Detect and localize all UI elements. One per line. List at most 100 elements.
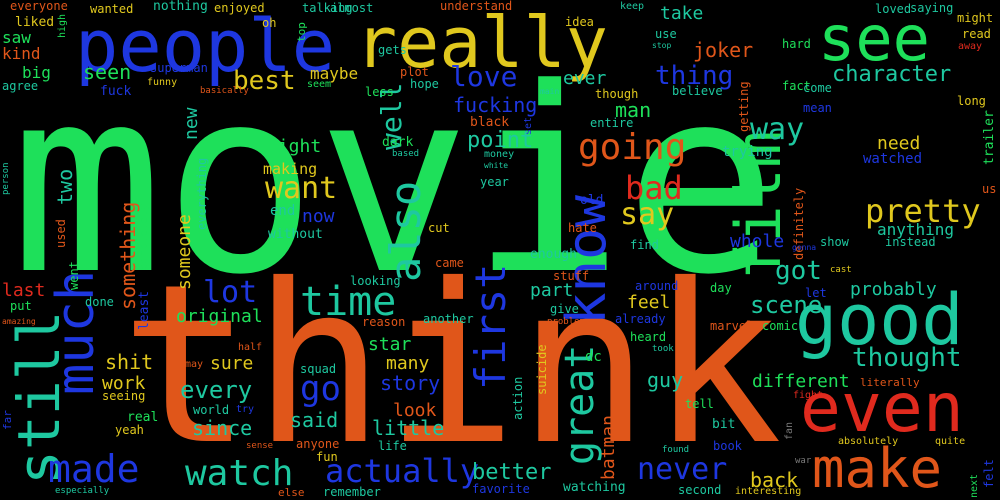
word-best: best: [233, 66, 296, 96]
word-show: show: [820, 235, 849, 249]
word-least: least: [137, 290, 152, 330]
word-hope: hope: [410, 77, 439, 91]
word-tell: tell: [685, 397, 714, 411]
word-saying: saying: [910, 1, 954, 15]
word-problem: problem: [547, 317, 585, 327]
word-next: next: [969, 473, 980, 498]
word-remember: remember: [323, 485, 381, 499]
word-came: came: [435, 256, 464, 270]
word-money: money: [484, 149, 515, 160]
word-completely: completely: [137, 203, 150, 270]
word-marvel: marvel: [710, 319, 754, 333]
word-us: us: [982, 182, 997, 196]
word-find: find: [630, 238, 659, 252]
word-nothing: nothing: [153, 0, 208, 14]
word-without: without: [268, 227, 323, 242]
word-going: going: [578, 127, 687, 168]
word-hard: hard: [782, 37, 811, 51]
word-squad: squad: [300, 362, 337, 376]
word-guy: guy: [647, 368, 684, 392]
word-yeah: yeah: [115, 423, 144, 437]
word-entire: entire: [590, 116, 634, 130]
word-love: love: [450, 60, 518, 93]
word-read: read: [962, 27, 991, 41]
word-fuck: fuck: [100, 84, 132, 99]
word-understand: understand: [440, 0, 513, 13]
word-ever: ever: [563, 68, 607, 89]
word-never: never: [637, 452, 728, 487]
word-movie: movie: [10, 34, 778, 331]
word-good: good: [795, 279, 964, 361]
word-found: found: [662, 445, 690, 455]
word-try: try: [236, 404, 255, 415]
word-seeing: seeing: [102, 389, 146, 403]
word-action: action: [511, 376, 525, 420]
word-enough: enough: [530, 247, 577, 262]
word-cast: cast: [830, 265, 852, 275]
word-bit: bit: [712, 417, 736, 432]
word-hate: hate: [568, 221, 597, 235]
word-fan: fan: [784, 421, 795, 440]
word-plot: plot: [400, 65, 429, 79]
word-take: take: [660, 3, 704, 24]
word-watching: watching: [563, 480, 626, 495]
word-suicide: suicide: [535, 344, 549, 395]
word-different: different: [752, 371, 850, 392]
word-maybe: maybe: [310, 64, 359, 83]
word-took: took: [652, 344, 674, 354]
word-absolutely: absolutely: [838, 436, 899, 447]
word-basically: basically: [200, 86, 249, 96]
word-agree: agree: [2, 79, 39, 93]
word-long: long: [957, 94, 986, 108]
word-getting: getting: [737, 81, 751, 132]
word-talking: talking: [302, 1, 353, 15]
word-time: time: [300, 279, 397, 325]
word-fun: fun: [316, 450, 338, 464]
word-scene: scene: [750, 291, 823, 319]
word-almost: almost: [330, 1, 374, 15]
word-around: around: [635, 279, 679, 293]
word-old: old: [580, 193, 604, 208]
word-year: year: [480, 175, 509, 189]
word-really: really: [355, 2, 608, 84]
word-anyone: anyone: [296, 437, 340, 451]
word-come: come: [803, 81, 832, 95]
word-right: right: [267, 136, 322, 157]
word-want: want: [265, 171, 338, 206]
word-sure: sure: [210, 353, 254, 374]
word-looking: looking: [350, 274, 401, 288]
word-war: war: [795, 456, 812, 466]
word-went: went: [67, 261, 81, 290]
word-main: main: [540, 87, 560, 96]
word-anything: anything: [877, 220, 955, 239]
word-fucking: fucking: [453, 93, 538, 117]
word-character: character: [832, 62, 952, 87]
word-thought: thought: [852, 343, 962, 373]
word-high: high: [57, 13, 68, 38]
word-done: done: [85, 295, 114, 309]
word-everyone: everyone: [10, 0, 68, 13]
word-part: part: [530, 280, 574, 301]
word-thing: thing: [655, 61, 734, 91]
word-shit: shit: [105, 350, 154, 374]
word-funny: funny: [147, 77, 178, 88]
word-way: way: [750, 112, 805, 147]
word-new: new: [181, 107, 202, 140]
word-everything: everything: [195, 157, 209, 230]
word-someone: someone: [174, 214, 195, 290]
word-keep: keep: [620, 1, 645, 12]
word-black: black: [470, 115, 510, 130]
word-dark: dark: [382, 135, 414, 150]
word-away: away: [958, 41, 983, 52]
word-comic: comic: [762, 319, 799, 333]
word-cut: cut: [428, 221, 450, 235]
word-actually: actually: [325, 452, 480, 490]
word-reason: reason: [362, 315, 406, 329]
word-else: else: [278, 486, 305, 499]
word-interesting: interesting: [735, 486, 802, 497]
word-said: said: [290, 408, 339, 432]
word-man: man: [615, 98, 652, 122]
word-favorite: favorite: [472, 482, 530, 496]
word-end: end: [270, 203, 296, 219]
word-make: make: [812, 437, 943, 500]
